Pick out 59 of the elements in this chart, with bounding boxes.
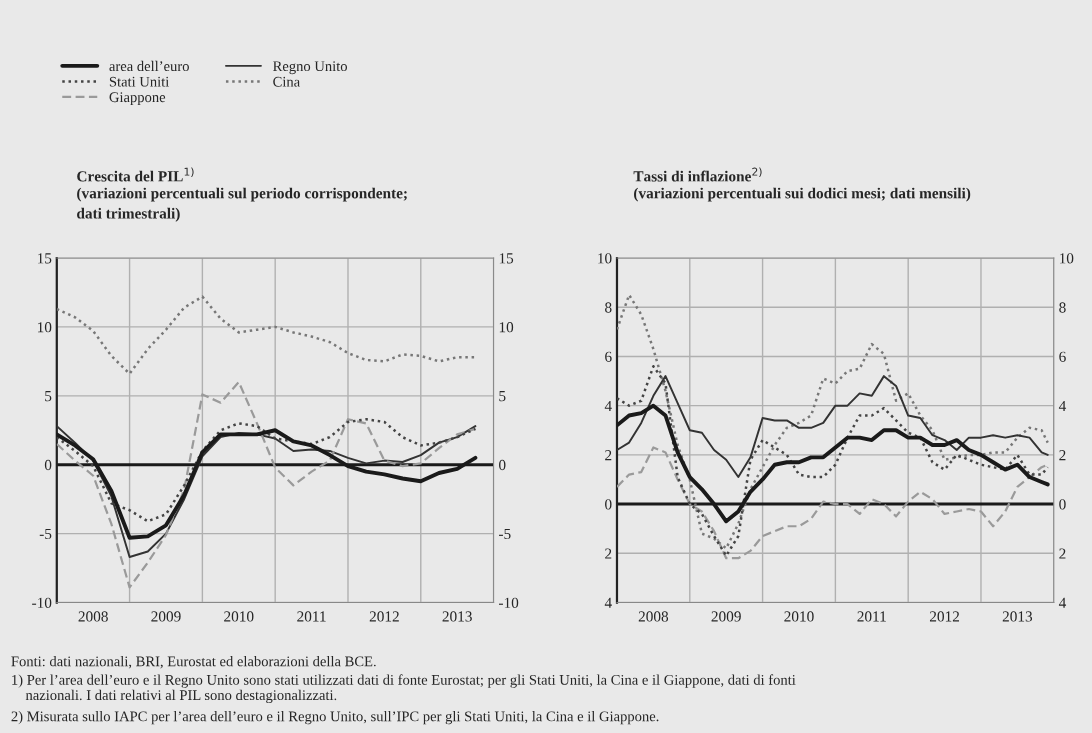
y2-tick-label: 8 xyxy=(1059,302,1066,313)
x-tick-label: 2010 xyxy=(224,611,254,622)
y2-tick-label: 4 xyxy=(1058,597,1067,608)
x-tick-label: 2012 xyxy=(369,611,399,622)
x-tick-label: 2008 xyxy=(78,611,108,622)
legend-label: area dell’euro xyxy=(109,60,189,72)
y-tick-label: 4 xyxy=(604,400,612,411)
y-tick-label: -10 xyxy=(32,597,52,608)
y2-tick-label: -5 xyxy=(499,528,511,540)
y-tick-label: 2 xyxy=(605,548,612,559)
chart-title: Crescita del PIL$^{1)}$ xyxy=(77,167,194,182)
y-tick-label: 5 xyxy=(45,391,52,402)
y-tick-label: 6 xyxy=(605,351,612,362)
y-tick-label: 4 xyxy=(604,597,612,608)
y-tick-label: -5 xyxy=(39,528,52,540)
y2-tick-label: 0 xyxy=(499,459,506,471)
y2-tick-label: 4 xyxy=(1058,400,1067,411)
legend-label: Stati Uniti xyxy=(109,76,170,87)
line-series xyxy=(56,418,477,523)
y2-tick-label: 10 xyxy=(1059,253,1074,264)
line-series xyxy=(616,293,1049,550)
y-tick-label: 10 xyxy=(598,253,612,264)
chart-subtitle: (variazioni percentuali sul periodo corrispondente; dati trimestrali) xyxy=(77,187,407,222)
y2-tick-label: 2 xyxy=(1059,450,1066,461)
y2-tick-label: 5 xyxy=(499,391,506,402)
x-tick-label: 2012 xyxy=(929,611,960,622)
y-tick-label: 2 xyxy=(605,450,612,461)
x-tick-label: 2009 xyxy=(151,611,181,622)
y-tick-label: 15 xyxy=(37,253,52,264)
legend-label: Regno Unito xyxy=(273,61,347,75)
text: 1) Per l’area dell’euro e il Regno Unito sono stati utilizzati dati di fonte Eurostat; per gli Stati Uniti, la Cina e il Giappone, dati di fonti nazionali. I dati relativi al PIL sono destagionalizzati. xyxy=(12,674,796,704)
line-series xyxy=(56,295,477,376)
x-tick-label: 2011 xyxy=(297,611,326,622)
y2-tick-label: -10 xyxy=(499,597,519,608)
x-tick-label: 2013 xyxy=(442,611,472,622)
legend-label: Giappone xyxy=(109,92,166,106)
y-tick-label: 10 xyxy=(37,322,52,333)
line-series xyxy=(616,375,1049,478)
chart-title: Tassi di inflazione$^{2)}$ xyxy=(633,167,762,182)
y-tick-label: 8 xyxy=(605,302,612,313)
y-tick-label: 0 xyxy=(605,499,612,510)
chart-subtitle: (variazioni percentuali sui dodici mesi; dati mensili) xyxy=(634,187,971,202)
legend-label: Cina xyxy=(273,76,300,87)
text: Fonti: dati nazionali, BRI, Eurostat ed elaborazioni della BCE. xyxy=(11,656,376,669)
x-tick-label: 2010 xyxy=(784,611,814,622)
x-tick-label: 2013 xyxy=(1002,611,1033,622)
x-tick-label: 2011 xyxy=(857,611,886,622)
line-series xyxy=(616,446,1049,560)
y2-tick-label: 2 xyxy=(1059,548,1066,559)
x-tick-label: 2008 xyxy=(638,611,669,622)
y2-tick-label: 15 xyxy=(499,253,514,264)
x-tick-label: 2009 xyxy=(711,611,741,622)
y2-tick-label: 10 xyxy=(499,322,514,333)
y-tick-label: 0 xyxy=(44,459,52,471)
text: 2) Misurata sullo IAPC per l’area dell’euro e il Regno Unito, sull’IPC per gli Stati Uniti, la Cina e il Giappone. xyxy=(11,711,659,725)
y2-tick-label: 6 xyxy=(1059,351,1066,362)
y2-tick-label: 0 xyxy=(1059,499,1066,510)
line-series xyxy=(56,380,477,589)
line-series xyxy=(616,365,1049,558)
